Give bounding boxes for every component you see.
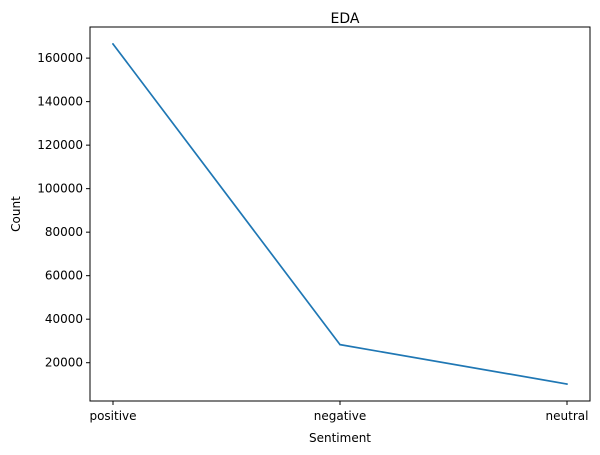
series-layer xyxy=(112,43,568,385)
data-point-positive xyxy=(112,43,114,45)
x-tick-label-negative: negative xyxy=(314,409,366,423)
chart-title: EDA xyxy=(331,11,360,27)
x-tick-label-positive: positive xyxy=(89,409,136,423)
y-tick-label: 80000 xyxy=(45,225,83,239)
series-line-0 xyxy=(112,43,568,385)
y-tick-label: 140000 xyxy=(37,95,83,109)
y-tick-label: 60000 xyxy=(45,269,83,283)
y-axis-label: Count xyxy=(9,196,23,232)
data-point-neutral xyxy=(566,383,568,385)
x-axis-label: Sentiment xyxy=(309,431,371,445)
x-tick-label-neutral: neutral xyxy=(546,409,589,423)
y-tick-label: 100000 xyxy=(37,182,83,196)
x-axis-ticks: positive negative neutral xyxy=(89,401,588,423)
y-tick-label: 120000 xyxy=(37,138,83,152)
y-tick-label: 160000 xyxy=(37,51,83,65)
y-tick-label: 40000 xyxy=(45,312,83,326)
y-tick-label: 20000 xyxy=(45,356,83,370)
data-point-negative xyxy=(339,343,341,346)
plot-area-frame xyxy=(89,26,591,402)
y-axis-ticks: 20000 40000 60000 80000 100000 120000 140000 16… xyxy=(37,51,90,370)
